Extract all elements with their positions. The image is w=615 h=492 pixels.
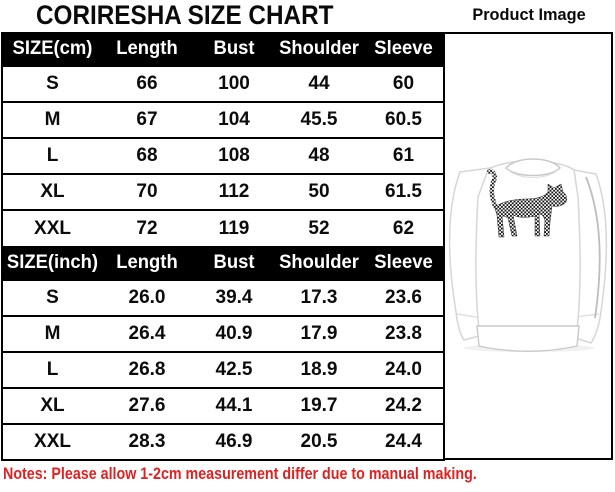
header-cell: SIZE(cm) [12, 37, 93, 59]
header-cell: Bust [213, 251, 255, 273]
cell: 61 [362, 137, 445, 174]
cell: 24.2 [362, 387, 445, 424]
header-cell: Length [116, 251, 178, 273]
header-cell: Length [116, 37, 178, 59]
cell: 39.4 [192, 279, 276, 316]
cell: 24.4 [362, 423, 445, 460]
cell: 46.9 [192, 423, 276, 460]
table-row: L 26.8 42.5 18.9 24.0 [2, 351, 445, 388]
table-row: XXL 28.3 46.9 20.5 24.4 [2, 423, 445, 460]
cell: 48 [276, 137, 362, 174]
cell: 68 [102, 137, 192, 174]
cell: 70 [102, 173, 192, 210]
cell: 26.4 [102, 315, 192, 352]
cell: XL [2, 173, 102, 210]
table-row: L 68 108 48 61 [2, 137, 445, 174]
cell: 62 [362, 209, 445, 246]
table-row: M 67 104 45.5 60.5 [2, 101, 445, 138]
cell: 18.9 [276, 351, 362, 388]
cell: 60.5 [362, 101, 445, 138]
cell: 26.0 [102, 279, 192, 316]
cell: XXL [2, 209, 102, 246]
cell: 104 [192, 101, 276, 138]
cell: 52 [276, 209, 362, 246]
right-shadow-line [585, 176, 601, 319]
cell: 17.3 [276, 279, 362, 316]
table-row: S 26.0 39.4 17.3 23.6 [2, 279, 445, 316]
cell: 23.6 [362, 279, 445, 316]
cell: L [2, 137, 102, 174]
cat-print-icon [486, 169, 567, 238]
header-cell: Shoulder [279, 251, 359, 273]
size-table-header-inch: SIZE(inch) Length Bust Shoulder Sleeve [2, 246, 445, 280]
header-cell: Shoulder [279, 37, 359, 59]
header-cell: Bust [213, 37, 255, 59]
cell: L [2, 351, 102, 388]
header-cell: SIZE(inch) [6, 251, 99, 273]
cell: 50 [276, 173, 362, 210]
cell: 24.0 [362, 351, 445, 388]
cell: M [2, 315, 102, 352]
cell: XL [2, 387, 102, 424]
cat-body [494, 183, 567, 238]
cell: 44 [276, 65, 362, 102]
cell: 27.6 [102, 387, 192, 424]
header-cell: Sleeve [374, 37, 433, 59]
collar [504, 158, 562, 177]
cell: S [2, 279, 102, 316]
table-row: XL 70 112 50 61.5 [2, 173, 445, 210]
cell: 60 [362, 65, 445, 102]
sweatshirt-product-image [448, 158, 608, 352]
cell: 67 [102, 101, 192, 138]
cell: 20.5 [276, 423, 362, 460]
size-table-header-cm: SIZE(cm) Length Bust Shoulder Sleeve [2, 32, 445, 66]
collar-rib [507, 169, 559, 178]
header-cell: Sleeve [374, 251, 433, 273]
cell: 112 [192, 173, 276, 210]
page-title: CORIRESHA SIZE CHART [36, 0, 334, 30]
size-table-body: SIZE(cm) Length Bust Shoulder Sleeve S 66 100 44… [2, 32, 445, 460]
table-row: XL 27.6 44.1 19.7 24.2 [2, 387, 445, 424]
cell: 119 [192, 209, 276, 246]
cell: 45.5 [276, 101, 362, 138]
cell: 108 [192, 137, 276, 174]
cell: 61.5 [362, 173, 445, 210]
cell: 72 [102, 209, 192, 246]
cell: 40.9 [192, 315, 276, 352]
cell: 100 [192, 65, 276, 102]
product-image-label: Product Image [472, 5, 586, 24]
cell: 26.8 [102, 351, 192, 388]
table-row: S 66 100 44 60 [2, 65, 445, 102]
cell: M [2, 101, 102, 138]
product-image-cell [443, 32, 613, 460]
measurement-note: Notes: Please allow 1-2cm measurement di… [3, 464, 477, 483]
cell: 28.3 [102, 423, 192, 460]
cell: 23.8 [362, 315, 445, 352]
cell: 66 [102, 65, 192, 102]
table-row: M 26.4 40.9 17.9 23.8 [2, 315, 445, 352]
table-row: XXL 72 119 52 62 [2, 209, 445, 246]
cat-tail [486, 169, 499, 211]
cell: XXL [2, 423, 102, 460]
cell: S [2, 65, 102, 102]
hem-band [476, 325, 580, 352]
cell: 19.7 [276, 387, 362, 424]
cell: 44.1 [192, 387, 276, 424]
size-table: SIZE(cm) Length Bust Shoulder Sleeve S 66 100 44… [1, 32, 445, 461]
cell: 42.5 [192, 351, 276, 388]
cell: 17.9 [276, 315, 362, 352]
